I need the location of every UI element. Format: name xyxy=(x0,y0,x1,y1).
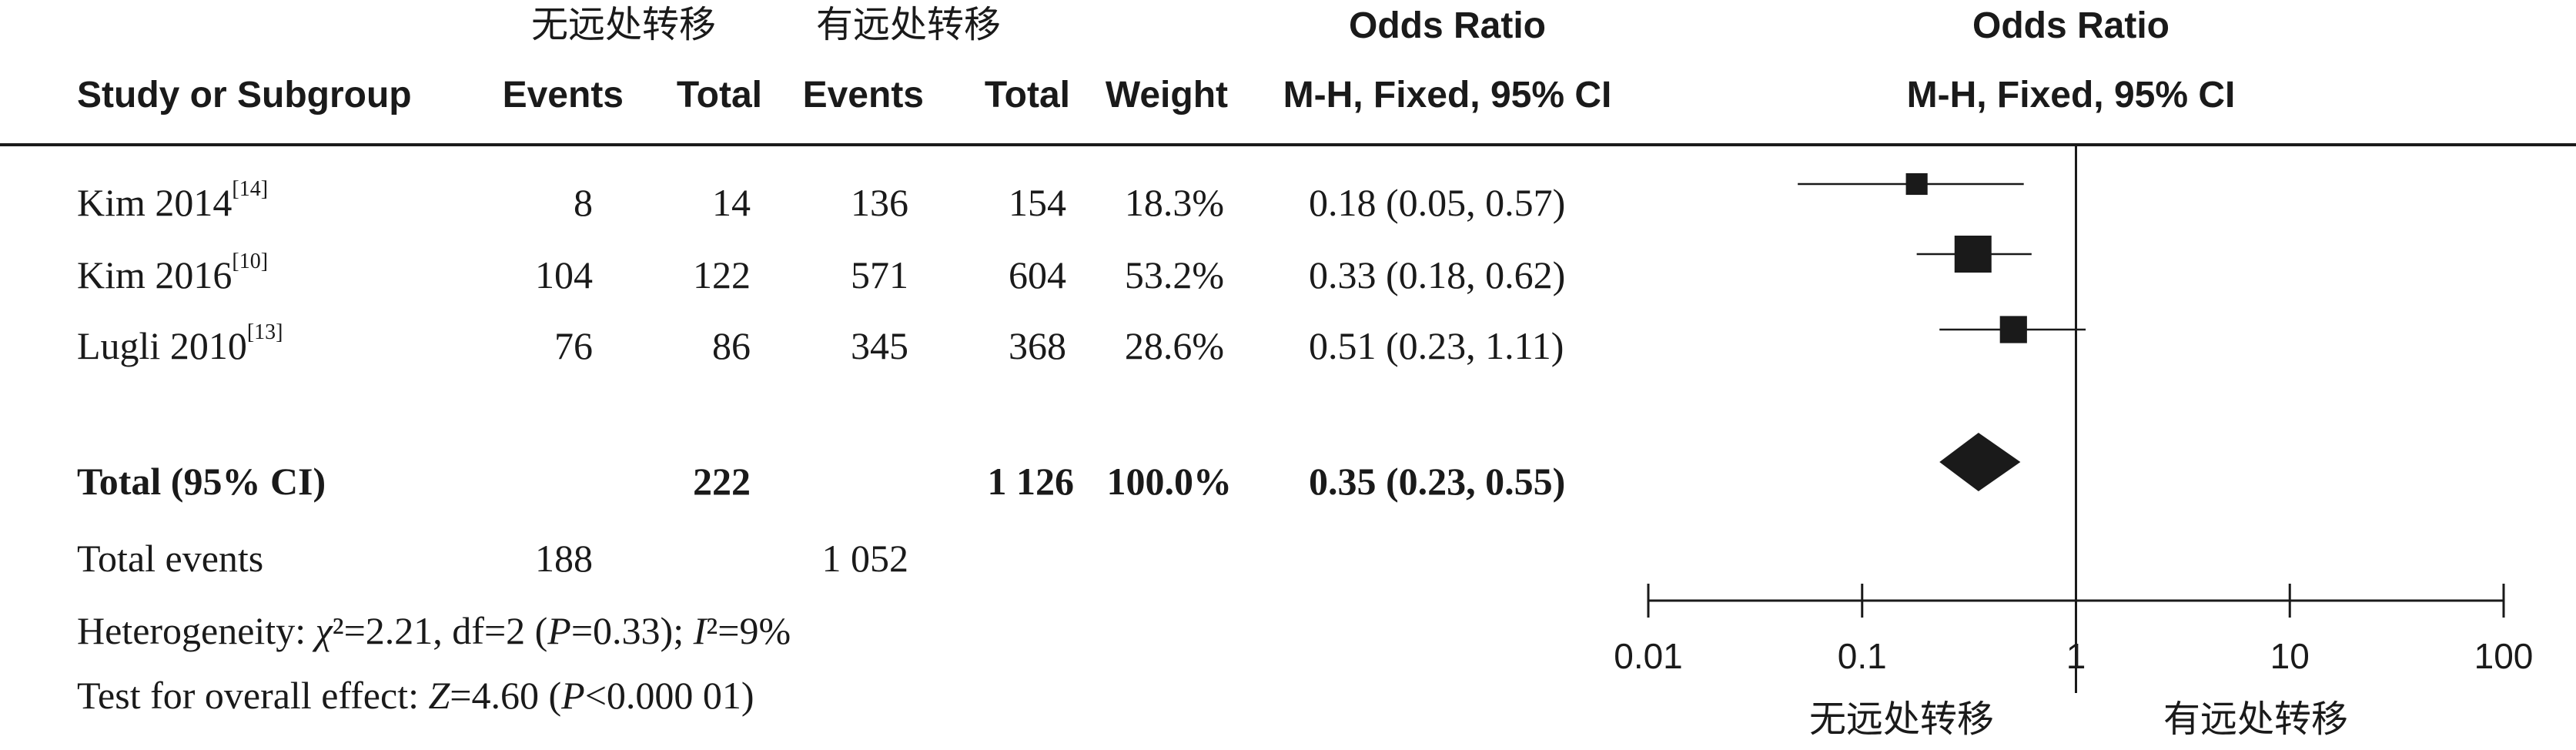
heterogeneity-text: Heterogeneity: χ²=2.21, df=2 (P=0.33); I… xyxy=(77,609,791,652)
events-group1: 8 xyxy=(574,181,593,224)
total-weight: 100.0% xyxy=(1106,460,1233,503)
study-name: Kim 2014[14] xyxy=(77,177,269,224)
x-tick-label: 10 xyxy=(2270,636,2310,676)
total-events-label: Total events xyxy=(77,537,264,580)
x-tick-label: 1 xyxy=(2066,636,2086,676)
group2-header: 有远处转移 xyxy=(815,3,1001,46)
overall-effect-text: Test for overall effect: Z=4.60 (P<0.000… xyxy=(77,674,754,717)
group1-header: 无远处转移 xyxy=(530,3,716,46)
events-group2: 345 xyxy=(851,324,908,367)
events-group2: 136 xyxy=(851,181,908,224)
x-tick-label: 100 xyxy=(2474,636,2534,676)
total-events-group2: 1 052 xyxy=(821,537,909,580)
or-column-method: M-H, Fixed, 95% CI xyxy=(1283,75,1612,116)
total-group2: 604 xyxy=(1009,253,1066,296)
column-events-group2: Events xyxy=(802,75,924,116)
x-tick-label: 0.01 xyxy=(1614,636,1683,676)
study-or-ci: 0.51 (0.23, 1.11) xyxy=(1309,324,1564,367)
study-reference: [10] xyxy=(232,249,269,273)
plot-title: Odds Ratio xyxy=(1972,5,2170,46)
study-reference: [13] xyxy=(246,320,283,344)
study-point xyxy=(1954,236,1992,273)
header-rule xyxy=(0,143,2576,146)
study-weight: 28.6% xyxy=(1124,324,1224,367)
events-group1: 104 xyxy=(535,253,593,296)
total-group1: 122 xyxy=(693,253,751,296)
column-weight: Weight xyxy=(1105,75,1228,116)
total-group2: 154 xyxy=(1009,181,1066,224)
study-or-ci: 0.18 (0.05, 0.57) xyxy=(1309,181,1566,224)
total-group2-sum: 1 126 xyxy=(987,460,1075,503)
study-weight: 18.3% xyxy=(1124,181,1224,224)
total-group1-sum: 222 xyxy=(693,460,751,503)
study-point xyxy=(1999,316,2027,343)
study-weight: 53.2% xyxy=(1124,253,1224,296)
column-study: Study or Subgroup xyxy=(77,75,412,116)
favours-right-label: 有远处转移 xyxy=(2163,698,2348,741)
pooled-diamond xyxy=(1939,433,2021,491)
study-point xyxy=(1905,172,1928,196)
plot-method: M-H, Fixed, 95% CI xyxy=(1906,75,2236,116)
column-events-group1: Events xyxy=(502,75,624,116)
total-label: Total (95% CI) xyxy=(77,460,326,503)
total-group2: 368 xyxy=(1009,324,1066,367)
events-group2: 571 xyxy=(851,253,908,296)
total-or-ci: 0.35 (0.23, 0.55) xyxy=(1309,460,1566,503)
study-reference: [14] xyxy=(232,177,269,201)
or-column-title: Odds Ratio xyxy=(1348,5,1546,46)
column-total-group2: Total xyxy=(984,75,1070,116)
study-or-ci: 0.33 (0.18, 0.62) xyxy=(1309,253,1566,296)
study-name: Kim 2016[10] xyxy=(77,249,269,296)
total-events-group1: 188 xyxy=(535,537,593,580)
total-group1: 86 xyxy=(712,324,751,367)
events-group1: 76 xyxy=(554,324,593,367)
column-total-group1: Total xyxy=(676,75,762,116)
study-name: Lugli 2010[13] xyxy=(77,320,283,367)
favours-left-label: 无远处转移 xyxy=(1808,698,1994,741)
total-group1: 14 xyxy=(712,181,751,224)
x-tick-label: 0.1 xyxy=(1838,636,1887,676)
